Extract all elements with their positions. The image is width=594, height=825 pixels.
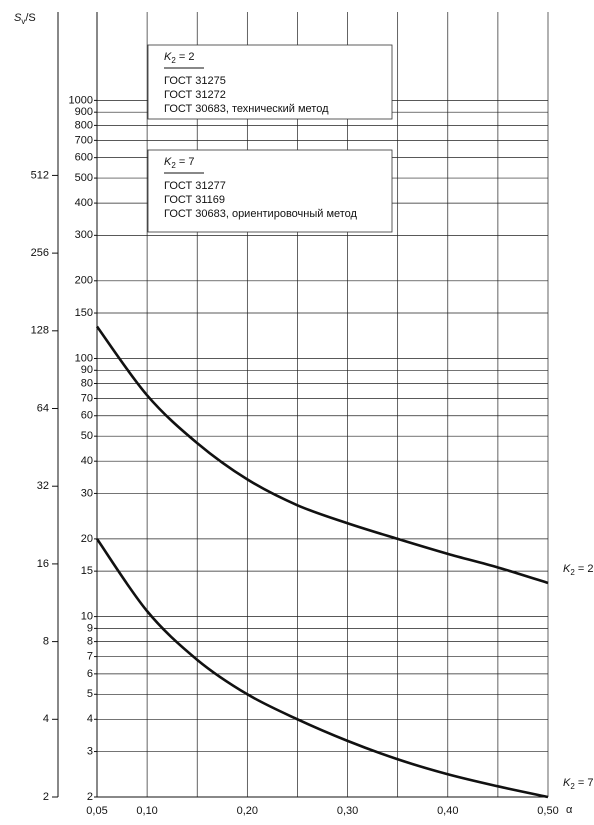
- y2-tick-label: 32: [37, 480, 49, 492]
- legend-box: [147, 44, 393, 120]
- y-tick-label: 2: [87, 791, 93, 803]
- curve-label: K2 = 7: [563, 777, 593, 791]
- y-tick-label: 150: [75, 307, 93, 319]
- label-base: K: [563, 777, 571, 789]
- y2-tick-label: 256: [31, 247, 49, 259]
- y-tick-label: 3: [87, 745, 93, 757]
- label-sub: v: [21, 17, 25, 26]
- y-tick-label: 15: [81, 565, 93, 577]
- curve: [95, 325, 549, 585]
- x-tick-label: 0,05: [86, 805, 107, 817]
- y-tick-label: 300: [75, 229, 93, 241]
- y-tick-label: 60: [81, 410, 93, 422]
- y-tick-label: 40: [81, 455, 93, 467]
- label-sub: 2: [171, 161, 176, 170]
- label-rest: /S: [25, 12, 35, 24]
- x-tick-label: 0,30: [337, 805, 358, 817]
- x-tick-label: 0,10: [136, 805, 157, 817]
- curve: [95, 538, 549, 799]
- y2-tick-label: 128: [31, 325, 49, 337]
- y-tick-label: 4: [87, 713, 93, 725]
- y-tick-label: 9: [87, 622, 93, 634]
- label-sub: 2: [570, 782, 575, 791]
- y-tick-label: 70: [81, 392, 93, 404]
- legend-line: ГОСТ 30683, ориентировочный метод: [164, 208, 358, 220]
- x-tick-label: 0,50: [537, 805, 558, 817]
- label-rest: = 2: [575, 563, 594, 575]
- y-tick-label: 90: [81, 364, 93, 376]
- y-tick-label: 900: [75, 106, 93, 118]
- legend-line: ГОСТ 31275: [164, 75, 226, 87]
- label-rest: = 2: [176, 51, 195, 63]
- y-tick-label: 20: [81, 533, 93, 545]
- legend-line: ГОСТ 30683, технический метод: [164, 103, 329, 115]
- x-axis-label: α: [566, 804, 573, 816]
- label-rest: = 7: [575, 777, 594, 789]
- label-sub: 2: [171, 56, 176, 65]
- y-tick-label: 100: [75, 352, 93, 364]
- y-tick-label: 700: [75, 134, 93, 146]
- x-tick-label: 0,20: [237, 805, 258, 817]
- y2-tick-label: 4: [43, 713, 49, 725]
- y2-tick-label: 2: [43, 791, 49, 803]
- y2-tick-label: 512: [31, 169, 49, 181]
- label-base: K: [164, 156, 172, 168]
- y-tick-label: 400: [75, 197, 93, 209]
- legend-line: ГОСТ 31272: [164, 89, 226, 101]
- y-tick-label: 6: [87, 668, 93, 680]
- y2-tick-label: 64: [37, 402, 49, 414]
- label-base: K: [563, 563, 571, 575]
- y-tick-label: 30: [81, 487, 93, 499]
- label-base: K: [164, 51, 172, 63]
- y-tick-label: 1000: [69, 94, 93, 106]
- label-sub: 2: [570, 568, 575, 577]
- y-tick-label: 500: [75, 172, 93, 184]
- y-tick-label: 50: [81, 430, 93, 442]
- y-tick-label: 7: [87, 650, 93, 662]
- curve-label: K2 = 2: [563, 563, 593, 577]
- y-tick-label: 200: [75, 275, 93, 287]
- y-tick-label: 8: [87, 636, 93, 648]
- legend-line: ГОСТ 31169: [164, 194, 225, 206]
- legend-key: K2 = 7: [164, 156, 194, 170]
- y-tick-label: 5: [87, 688, 93, 700]
- y2-tick-label: 8: [43, 636, 49, 648]
- x-tick-label: 0,40: [437, 805, 458, 817]
- y-tick-label: 10: [81, 610, 93, 622]
- legend-line: ГОСТ 31277: [164, 180, 226, 192]
- y2-tick-label: 16: [37, 558, 49, 570]
- y-tick-label: 600: [75, 152, 93, 164]
- label-rest: = 7: [176, 156, 195, 168]
- y-tick-label: 800: [75, 119, 93, 131]
- legend-key: K2 = 2: [164, 51, 194, 65]
- label-base: S: [14, 12, 22, 24]
- y-tick-label: 80: [81, 377, 93, 389]
- legend-box: [147, 149, 393, 233]
- y-axis-label: Sv/S: [14, 12, 36, 26]
